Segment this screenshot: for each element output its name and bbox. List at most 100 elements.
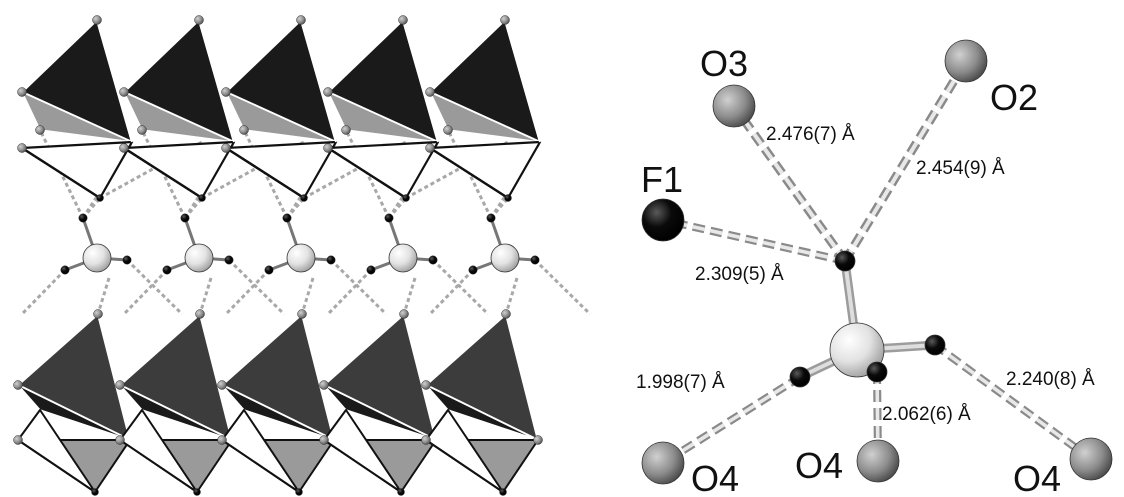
- polyhedron-face: [425, 384, 539, 441]
- oxygen-atom: [500, 15, 510, 25]
- hydrogen-bond: [183, 197, 204, 219]
- oxygen-atom: [93, 309, 103, 319]
- central-cation: [829, 322, 885, 378]
- polyhedron-edge: [327, 146, 407, 200]
- hydrogen-bond: [20, 268, 67, 316]
- hydrogen-bond: [303, 140, 407, 200]
- hydrogen-bond-f1: [662, 218, 846, 263]
- hydrogen-bond: [300, 277, 315, 315]
- hydrogen-atom: [468, 265, 478, 275]
- distance-label-o3: 2.476(7) Å: [766, 124, 855, 145]
- hydrogen-bond-o4-left: [662, 375, 801, 465]
- polyhedron-face: [119, 409, 198, 493]
- hydrogen-bond: [227, 258, 286, 316]
- atom-label-o4-left: O4: [691, 458, 739, 497]
- hydrogen-bond-network: [20, 129, 592, 316]
- polyhedron-edge: [504, 19, 541, 143]
- polyhedron-edge: [225, 146, 305, 200]
- polyhedron-edge: [402, 19, 439, 143]
- hydrogen-bond: [344, 129, 391, 219]
- oxygen-atom: [323, 87, 333, 97]
- oxygen-atom: [217, 380, 227, 390]
- oxygen-atom: [443, 125, 453, 135]
- hydrogen-bond: [99, 140, 203, 200]
- oxygen-atom-o3: [712, 84, 756, 128]
- fluorine-atom-f1: [641, 198, 685, 242]
- oxygen-atom: [425, 87, 435, 97]
- hydrogen-bond: [402, 277, 417, 315]
- polyhedron-face: [429, 91, 541, 143]
- hydrogen-bond: [387, 197, 408, 219]
- hydrogen-atom: [384, 213, 394, 223]
- polyhedron-face: [21, 91, 133, 143]
- atom-label-f1: F1: [641, 159, 683, 200]
- oxygen-atom: [239, 125, 249, 135]
- hydrogen-bond-o3: [732, 104, 847, 263]
- hydrogen-bond: [198, 277, 213, 315]
- hydrogen-bond: [224, 268, 271, 316]
- upper-polyhedral-layer: [17, 15, 542, 202]
- oxygen-atom: [297, 309, 307, 319]
- polyhedron-edge: [198, 19, 235, 143]
- atom-label-o4-mid: O4: [795, 445, 843, 486]
- hydrogen-bond: [140, 129, 187, 219]
- hydrogen-bond: [428, 268, 475, 316]
- hydrogen-bond: [326, 268, 373, 316]
- hydrogen-atom: [834, 250, 856, 272]
- oxygen-atom: [421, 435, 431, 445]
- polyhedron-face: [221, 384, 335, 441]
- oxygen-atom: [17, 87, 27, 97]
- oxygen-atom: [319, 435, 329, 445]
- polyhedron-face: [17, 409, 96, 493]
- oxygen-atom: [195, 309, 205, 319]
- polyhedron-edge: [429, 146, 509, 200]
- distance-label-o2: 2.454(9) Å: [916, 158, 1005, 179]
- coordination-environment-view: O3 O2 F1 O4 O4 O4 2.476(7) Å 2.454(9) Å …: [636, 39, 1113, 497]
- coordination-atoms: [641, 39, 1113, 485]
- hydrogen-atom: [530, 255, 540, 265]
- oxygen-atom: [115, 380, 125, 390]
- distance-label-f1: 2.309(5) Å: [695, 264, 784, 285]
- oxygen-atom: [13, 435, 23, 445]
- central-cation: [184, 243, 214, 273]
- hydrogen-bond: [446, 129, 493, 219]
- oxygen-atom: [35, 125, 45, 135]
- hydrogen-bond: [285, 197, 306, 219]
- oxygen-atom: [421, 380, 431, 390]
- oxygen-atom: [221, 87, 231, 97]
- oxygen-atom: [137, 125, 147, 135]
- oxygen-atom: [194, 15, 204, 25]
- oxygen-atom: [398, 15, 408, 25]
- polyhedron-face: [17, 384, 131, 441]
- central-cation: [388, 243, 418, 273]
- cation-row: [60, 213, 540, 275]
- hydrogen-bond: [81, 197, 102, 219]
- hydrogen-atom: [326, 255, 336, 265]
- hydrogen-bond-o2: [843, 59, 968, 263]
- hydrogen-bond-o4-right: [933, 343, 1093, 461]
- hydrogen-atom: [264, 265, 274, 275]
- polyhedron-face: [323, 409, 402, 493]
- oxygen-atom-o4: [856, 439, 900, 483]
- oxygen-atom: [198, 194, 206, 202]
- oxygen-atom-o4: [641, 441, 685, 485]
- oxygen-atom: [13, 380, 23, 390]
- oxygen-atom: [425, 143, 435, 153]
- hydrogen-bond: [125, 258, 184, 316]
- oxygen-atom: [295, 488, 303, 496]
- polyhedron-face: [323, 384, 437, 441]
- polyhedron-edge: [21, 146, 101, 200]
- hydrogen-atom: [78, 213, 88, 223]
- oxygen-atom: [17, 143, 27, 153]
- oxygen-atom: [504, 194, 512, 202]
- oxygen-atom: [217, 435, 227, 445]
- central-cation: [82, 243, 112, 273]
- oxygen-atom: [119, 87, 129, 97]
- polyhedron-edge: [96, 19, 133, 143]
- distance-label-o4-left: 1.998(7) Å: [636, 372, 725, 393]
- layered-structure-view: [13, 15, 592, 496]
- hydrogen-bond: [242, 129, 289, 219]
- oxygen-atom: [92, 15, 102, 25]
- hydrogen-atom: [789, 366, 811, 388]
